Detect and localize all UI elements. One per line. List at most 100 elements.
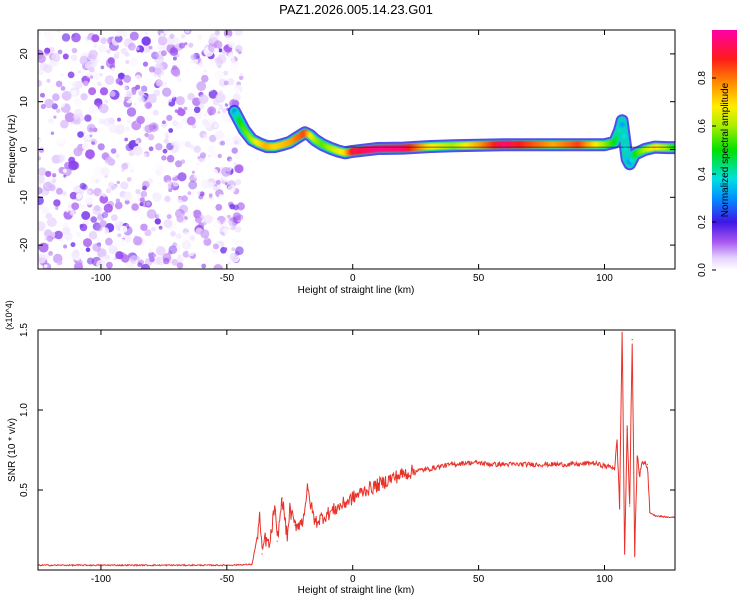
noise-blob [88, 66, 95, 73]
snr-point [427, 468, 429, 470]
x-tick-label: -50 [220, 574, 235, 585]
noise-blob [187, 191, 192, 196]
noise-blob [88, 87, 97, 96]
noise-blob [77, 70, 81, 74]
noise-blob [197, 191, 201, 195]
noise-blob [233, 204, 239, 211]
noise-blob [193, 145, 201, 153]
noise-blob [202, 160, 206, 165]
noise-blob [183, 184, 192, 192]
x-tick-label: 50 [473, 273, 485, 284]
noise-blob [38, 54, 46, 64]
noise-blob [194, 66, 199, 70]
noise-blob [91, 141, 95, 145]
noise-blob [132, 145, 143, 156]
noise-blob [77, 119, 84, 126]
noise-blob [100, 167, 110, 177]
noise-blob [104, 229, 109, 234]
noise-blob [100, 255, 108, 263]
noise-blob [115, 123, 126, 134]
noise-blob [88, 104, 99, 115]
noise-blob [224, 35, 232, 43]
snr-point [626, 428, 628, 430]
noise-blob [166, 114, 173, 121]
snr-point [478, 462, 480, 464]
colorbar-tick-label: 0.2 [697, 215, 708, 229]
snr-point [256, 537, 258, 539]
noise-blob [105, 141, 112, 148]
noise-blob [58, 154, 66, 162]
noise-blob [187, 249, 195, 257]
colorbar-tick-label: 0.8 [697, 71, 708, 85]
noise-blob [47, 44, 52, 48]
noise-blob [149, 169, 154, 173]
noise-blob [215, 105, 220, 110]
noise-blob [184, 42, 188, 46]
noise-blob [189, 235, 196, 241]
colorbar-label: Normalized spectral amplitude [720, 82, 731, 217]
noise-blob [89, 134, 93, 138]
noise-blob [161, 50, 167, 57]
noise-blob [158, 225, 163, 230]
noise-blob [181, 117, 188, 124]
noise-blob [50, 131, 55, 135]
x-tick-label: 100 [596, 273, 613, 284]
noise-blob [104, 156, 114, 165]
noise-blob [117, 233, 122, 238]
noise-blob [176, 262, 184, 269]
noise-blob [232, 93, 241, 102]
snr-point [452, 463, 454, 465]
snr-point [294, 524, 296, 526]
noise-blob [57, 260, 63, 266]
noise-blob [153, 73, 157, 77]
noise-blob [99, 103, 109, 114]
noise-blob [196, 81, 207, 92]
noise-blob [205, 45, 213, 53]
noise-blob [162, 87, 172, 97]
noise-blob [71, 123, 76, 129]
colorbar-tick-label: 0.0 [697, 263, 708, 277]
colorbar-ticks: 0.0 0.2 0.4 0.6 0.8 [697, 71, 716, 277]
noise-blob [177, 172, 187, 182]
noise-blob [200, 229, 210, 239]
noise-blob [115, 51, 120, 56]
noise-blob [147, 178, 154, 184]
noise-blob [145, 201, 151, 207]
noise-blob [194, 216, 202, 224]
noise-blob [109, 30, 117, 37]
snr-point [289, 508, 291, 510]
snr-point [624, 553, 626, 555]
noise-blob [88, 231, 98, 240]
snr-point [465, 462, 467, 464]
snr-point [553, 463, 555, 465]
ridge-cell [620, 122, 625, 128]
noise-blob [38, 175, 45, 184]
noise-blob [50, 92, 57, 99]
noise-blob [222, 108, 227, 113]
noise-blob [228, 41, 235, 48]
noise-blob [181, 195, 188, 202]
noise-blob [162, 148, 168, 154]
noise-blob [218, 141, 223, 146]
noise-blob [38, 186, 43, 195]
noise-blob [144, 31, 148, 35]
noise-blob [133, 248, 137, 252]
snr-point [636, 457, 638, 459]
snr-point [306, 489, 308, 491]
noise-blob [220, 140, 226, 146]
noise-blob [106, 49, 111, 54]
noise-blob [235, 179, 242, 186]
colorbar-tick-label: 0.6 [697, 119, 708, 133]
noise-blob [62, 168, 67, 173]
noise-blob [232, 238, 238, 245]
noise-blob [207, 154, 211, 158]
noise-blob [75, 231, 82, 237]
noise-blob [38, 242, 49, 253]
noise-blob [163, 257, 170, 265]
snr-point [281, 497, 283, 499]
noise-blob [83, 238, 92, 248]
noise-blob [64, 112, 75, 123]
noise-blob [148, 66, 156, 73]
noise-blob [133, 227, 139, 232]
noise-blob [180, 159, 186, 164]
